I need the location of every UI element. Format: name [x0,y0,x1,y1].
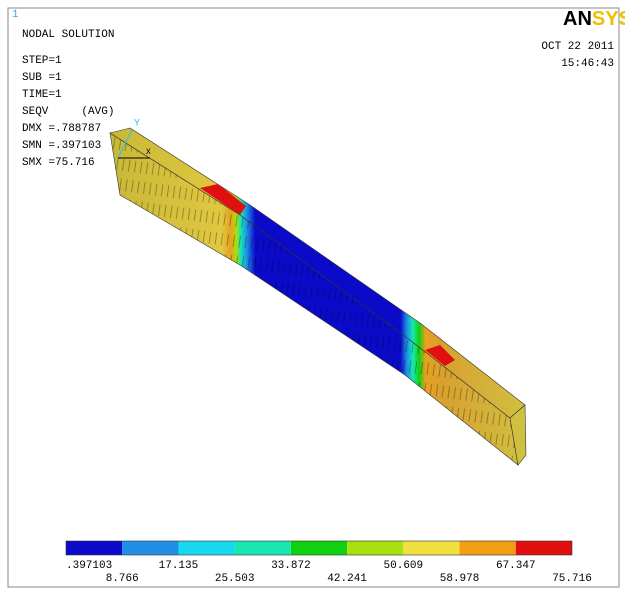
legend-swatch [66,541,122,555]
logo-sys: SYS [592,8,625,30]
legend-label: .397103 [66,560,112,572]
legend-label: 58.978 [440,573,480,585]
info-line: TIME=1 [22,89,62,101]
window-number: 1 [12,9,19,21]
info-line: SUB =1 [22,72,62,84]
legend-label: 25.503 [215,573,255,585]
triad-y-label: Y [134,119,140,130]
legend-label: 17.135 [159,560,199,572]
legend-swatch [122,541,178,555]
info-line: SMX =75.716 [22,157,95,169]
legend-label: 50.609 [384,560,424,572]
legend-swatch [235,541,291,555]
legend-label: 42.241 [327,573,367,585]
legend-swatch [403,541,459,555]
info-line: SMN =.397103 [22,140,101,152]
time: 15:46:43 [561,58,614,70]
logo-an: AN [563,8,592,30]
legend-label: 8.766 [106,573,139,585]
legend-label: 67.347 [496,560,536,572]
legend-swatch [460,541,516,555]
legend-swatch [516,541,572,555]
date: OCT 22 2011 [541,41,614,53]
triad-x-label: X [146,148,151,157]
info-title: NODAL SOLUTION [22,29,114,41]
info-line: DMX =.788787 [22,123,101,135]
legend-label: 75.716 [552,573,592,585]
legend-label: 33.872 [271,560,311,572]
legend-swatch [347,541,403,555]
logo: ANSYS [563,8,625,30]
legend-swatch [291,541,347,555]
info-line: STEP=1 [22,55,62,67]
info-line: SEQV (AVG) [22,106,114,118]
ansys-window: 1 NODAL SOLUTION STEP=1 SUB =1 TIME=1 SEQV … [0,0,625,589]
legend-swatch [178,541,234,555]
